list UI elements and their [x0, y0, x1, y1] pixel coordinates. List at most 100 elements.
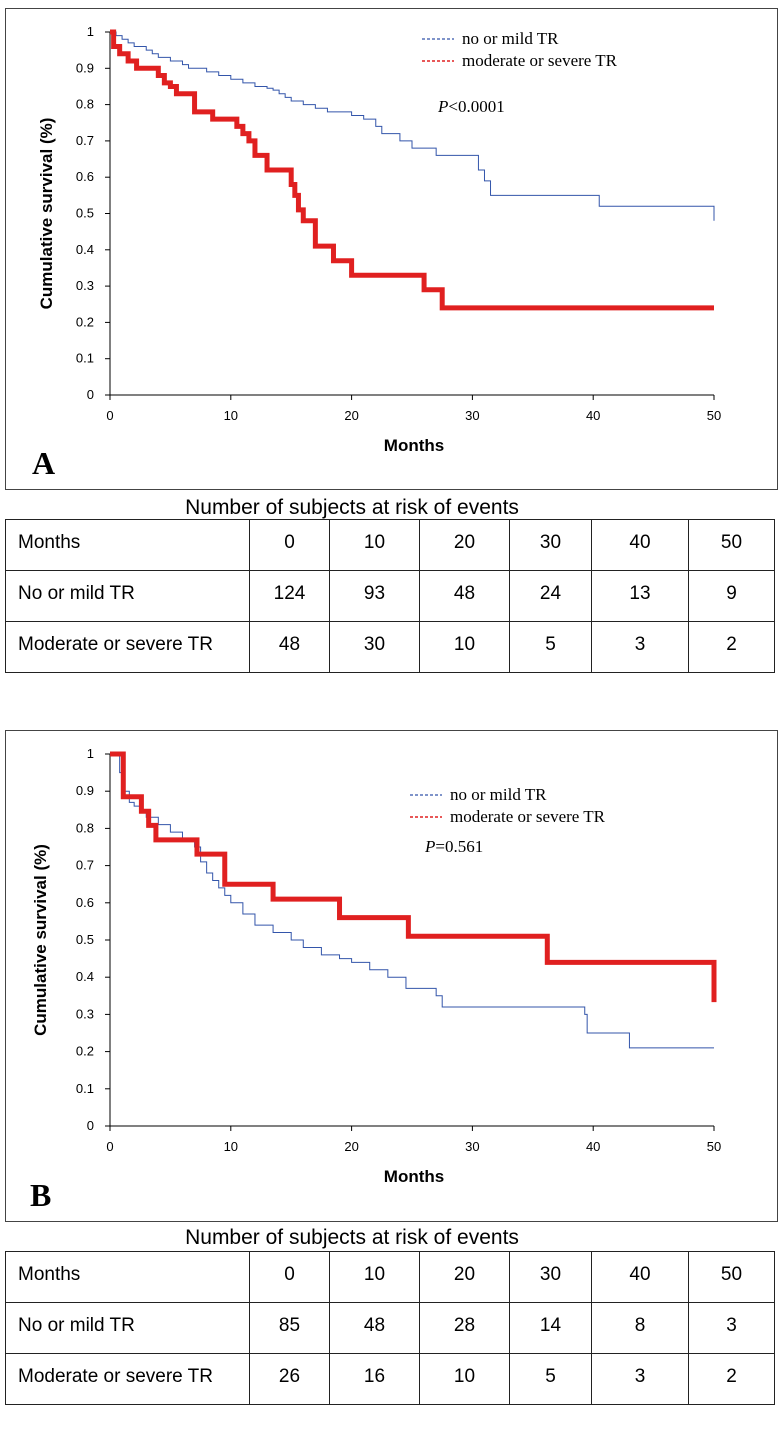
table-cell: 10 [329, 1251, 420, 1303]
p-value-symbol: P [437, 97, 448, 116]
table-cell: No or mild TR [5, 570, 250, 622]
table-cell: 30 [509, 1251, 592, 1303]
series-line-moderate-severe-tr [110, 751, 717, 1003]
x-tick-label: 30 [465, 408, 479, 423]
legend-label: moderate or severe TR [462, 51, 618, 70]
x-tick-label: 50 [707, 1139, 721, 1154]
panel-b-frame [5, 730, 778, 1222]
p-value-annotation: P=0.561 [424, 837, 483, 856]
y-tick-label: 0 [87, 387, 94, 402]
y-tick-label: 1 [87, 746, 94, 761]
table-cell: 2 [688, 621, 775, 673]
x-tick-label: 40 [586, 408, 600, 423]
table-cell: 40 [591, 519, 689, 571]
table-cell: No or mild TR [5, 1302, 250, 1354]
y-tick-label: 0.6 [76, 895, 94, 910]
table-cell: Months [5, 519, 250, 571]
risk-table-b-caption: Number of subjects at risk of events [185, 1226, 519, 1249]
risk-table-a: Months 0 10 20 30 40 50 No or mild TR 12… [5, 519, 775, 673]
table-cell: 40 [591, 1251, 689, 1303]
km-chart-b: 00.10.20.30.40.50.60.70.80.910 10 20 30 40 50… [30, 746, 721, 1213]
y-tick-label: 0.2 [76, 314, 94, 329]
y-tick-label: 0.5 [76, 206, 94, 221]
x-tick-label: 0 [106, 408, 113, 423]
table-cell: 50 [688, 519, 775, 571]
x-tick-label: 40 [586, 1139, 600, 1154]
table-row: Moderate or severe TR 48 30 10 5 3 2 [5, 621, 775, 673]
table-cell: 50 [688, 1251, 775, 1303]
x-tick-label: 50 [707, 408, 721, 423]
table-cell: 20 [419, 1251, 510, 1303]
table-cell: 85 [249, 1302, 330, 1354]
risk-table-header-row: Months 0 10 20 30 40 50 [5, 1251, 775, 1303]
x-tick-label: 20 [344, 1139, 358, 1154]
table-cell: 10 [329, 519, 420, 571]
y-tick-label: 0.9 [76, 783, 94, 798]
y-tick-label: 0.7 [76, 133, 94, 148]
table-cell: Moderate or severe TR [5, 621, 250, 673]
p-value-text: =0.561 [435, 837, 483, 856]
panel-letter: A [32, 445, 55, 481]
table-cell: 48 [419, 570, 510, 622]
table-cell: 3 [591, 621, 689, 673]
table-cell: 16 [329, 1353, 420, 1405]
table-cell: 93 [329, 570, 420, 622]
y-tick-label: 0.7 [76, 858, 94, 873]
x-tick-label: 10 [224, 1139, 238, 1154]
table-row: No or mild TR 124 93 48 24 13 9 [5, 570, 775, 622]
y-tick-label: 0.1 [76, 1081, 94, 1096]
y-tick-label: 0.8 [76, 97, 94, 112]
table-cell: Months [5, 1251, 250, 1303]
risk-table-b: Months 0 10 20 30 40 50 No or mild TR 85… [5, 1251, 775, 1405]
table-cell: 28 [419, 1302, 510, 1354]
y-tick-label: 0.5 [76, 932, 94, 947]
table-cell: 48 [329, 1302, 420, 1354]
y-tick-label: 0.3 [76, 1006, 94, 1021]
table-cell: 0 [249, 1251, 330, 1303]
y-axis-title: Cumulative survival (%) [37, 118, 56, 310]
y-tick-label: 0 [87, 1118, 94, 1133]
x-tick-label: 30 [465, 1139, 479, 1154]
series-line-no-mild-tr [110, 753, 714, 1049]
table-cell: 5 [509, 1353, 592, 1405]
table-cell: Moderate or severe TR [5, 1353, 250, 1405]
risk-table-header-row: Months 0 10 20 30 40 50 [5, 519, 775, 571]
x-axis-title: Months [384, 436, 444, 455]
table-cell: 0 [249, 519, 330, 571]
table-cell: 24 [509, 570, 592, 622]
p-value-symbol: P [424, 837, 435, 856]
x-tick-label: 20 [344, 408, 358, 423]
km-chart-a: 00.10.20.30.40.50.60.70.80.910 10 20 30 40 50… [32, 24, 721, 481]
y-tick-label: 0.3 [76, 278, 94, 293]
table-cell: 20 [419, 519, 510, 571]
table-cell: 13 [591, 570, 689, 622]
x-tick-label: 0 [106, 1139, 113, 1154]
panel-letter: B [30, 1177, 51, 1213]
risk-table-a-caption: Number of subjects at risk of events [185, 496, 519, 519]
table-cell: 10 [419, 1353, 510, 1405]
table-cell: 3 [688, 1302, 775, 1354]
series-line-no-mild-tr [110, 31, 715, 221]
series-line-moderate-severe-tr [110, 29, 714, 311]
x-axis-title: Months [384, 1167, 444, 1186]
table-cell: 124 [249, 570, 330, 622]
legend-label: no or mild TR [450, 785, 547, 804]
p-value-annotation: P<0.0001 [437, 97, 505, 116]
y-tick-label: 0.4 [76, 242, 94, 257]
y-tick-label: 0.1 [76, 351, 94, 366]
table-cell: 9 [688, 570, 775, 622]
y-tick-label: 1 [87, 24, 94, 39]
table-row: Moderate or severe TR 26 16 10 5 3 2 [5, 1353, 775, 1405]
table-cell: 26 [249, 1353, 330, 1405]
table-cell: 5 [509, 621, 592, 673]
legend-label: no or mild TR [462, 29, 559, 48]
table-cell: 30 [329, 621, 420, 673]
table-cell: 48 [249, 621, 330, 673]
table-cell: 10 [419, 621, 510, 673]
y-tick-label: 0.4 [76, 969, 94, 984]
y-tick-label: 0.9 [76, 60, 94, 75]
table-cell: 8 [591, 1302, 689, 1354]
table-cell: 3 [591, 1353, 689, 1405]
p-value-text: <0.0001 [448, 97, 504, 116]
table-row: No or mild TR 85 48 28 14 8 3 [5, 1302, 775, 1354]
